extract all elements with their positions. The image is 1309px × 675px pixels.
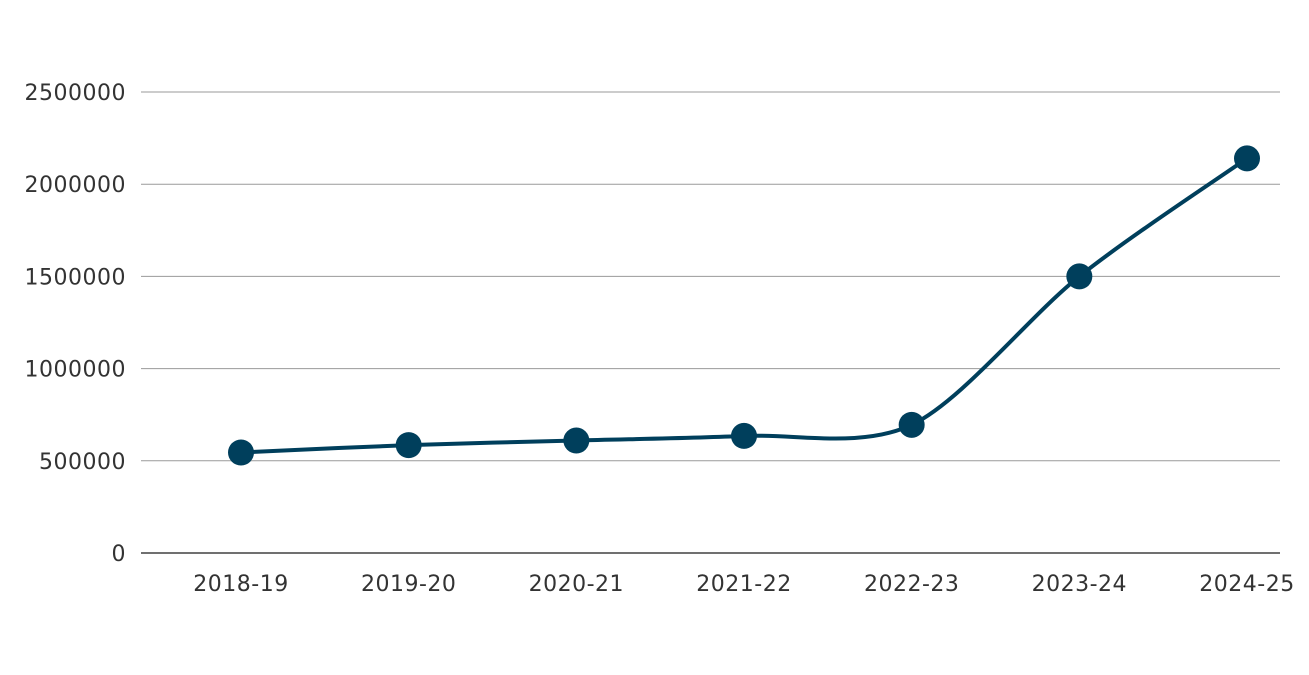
data-point-0-4 [898,411,925,438]
series-line-0 [239,156,1249,455]
gridlines [141,91,1280,554]
x-axis-tick-labels: 2018-19 2019-20 2020-21 2021-22 2022-23 2023-… [193,572,1294,597]
x-tick-label-4: 2022-23 [864,572,959,597]
data-point-0-2 [563,427,590,454]
y-tick-label-1: 500000 [39,450,126,475]
y-tick-label-4: 2000000 [25,173,126,198]
x-tick-label-3: 2021-22 [696,572,791,597]
data-point-0-3 [731,422,757,449]
y-tick-label-2: 1000000 [25,358,126,383]
data-point-0-1 [395,432,422,459]
y-tick-label-5: 2500000 [25,81,126,106]
data-point-0-5 [1066,263,1093,290]
series-layer [239,156,1249,455]
x-tick-label-5: 2023-24 [1032,572,1127,597]
x-tick-label-6: 2024-25 [1199,572,1294,597]
x-tick-label-2: 2020-21 [529,572,624,597]
data-point-0-6 [1234,145,1260,172]
y-axis-tick-labels: 0 500000 1000000 1500000 2000000 2500000 [25,81,126,567]
y-tick-label-3: 1500000 [25,265,126,290]
x-tick-label-0: 2018-19 [193,572,288,597]
x-tick-label-1: 2019-20 [361,572,456,597]
y-tick-label-0: 0 [112,542,127,567]
data-points [228,145,1260,466]
data-point-0-0 [228,439,254,466]
